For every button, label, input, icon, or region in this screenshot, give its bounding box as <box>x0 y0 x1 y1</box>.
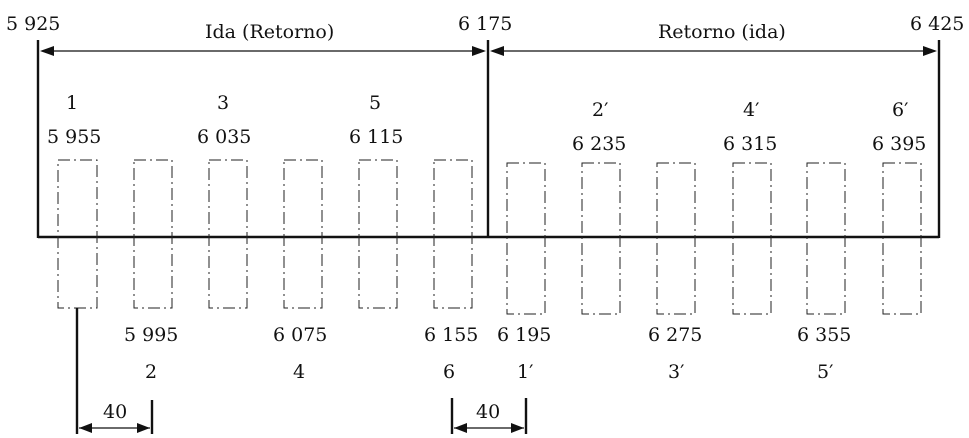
channel-spacing-dimension-left <box>75 308 154 434</box>
channel-box-6prime <box>882 162 922 315</box>
channel-box-3 <box>208 159 248 309</box>
band-dimension-arrow-right <box>490 46 937 56</box>
channel-freq-6395: 6 395 <box>872 133 926 155</box>
channel-freq-6035: 6 035 <box>197 126 251 148</box>
channel-box-4prime <box>732 162 772 315</box>
channel-box-2 <box>133 159 173 309</box>
channel-spacing-label-right: 40 <box>476 401 500 423</box>
channel-number-6: 6 <box>443 361 455 383</box>
channel-box-2prime <box>581 162 621 315</box>
channel-box-6 <box>433 159 473 309</box>
channel-number-1: 1 <box>66 92 78 114</box>
band-label-left: Ida (Retorno) <box>205 21 334 43</box>
channel-freq-6075: 6 075 <box>273 324 327 346</box>
channel-number-3prime: 3′ <box>668 361 684 383</box>
channel-number-4: 4 <box>293 361 305 383</box>
channel-freq-6275: 6 275 <box>648 324 702 346</box>
channel-number-5prime: 5′ <box>817 361 833 383</box>
channel-number-2: 2 <box>145 361 157 383</box>
channel-number-5: 5 <box>369 92 381 114</box>
channel-box-3prime <box>656 162 696 315</box>
channel-freq-5955: 5 955 <box>47 126 101 148</box>
channel-spacing-label-left: 40 <box>103 401 127 423</box>
band-label-right: Retorno (ida) <box>658 21 786 43</box>
channel-box-1prime <box>506 162 546 315</box>
freq-label-center: 6 175 <box>458 13 512 35</box>
channel-freq-6235: 6 235 <box>572 133 626 155</box>
channel-number-2prime: 2′ <box>592 99 608 121</box>
freq-label-left-edge: 5 925 <box>6 13 60 35</box>
channel-box-5 <box>358 159 398 309</box>
channel-number-1prime: 1′ <box>517 361 533 383</box>
channel-freq-6355: 6 355 <box>797 324 851 346</box>
channel-freq-6315: 6 315 <box>723 133 777 155</box>
channel-freq-6195: 6 195 <box>497 324 551 346</box>
channel-spacing-dimension-right <box>450 398 528 434</box>
channel-freq-6155: 6 155 <box>424 324 478 346</box>
channel-freq-6115: 6 115 <box>349 126 403 148</box>
channel-number-4prime: 4′ <box>743 99 759 121</box>
channel-number-3: 3 <box>217 92 229 114</box>
channel-box-5prime <box>806 162 846 315</box>
band-dimension-arrow-left <box>40 46 486 56</box>
channel-freq-5995: 5 995 <box>124 324 178 346</box>
freq-label-right-edge: 6 425 <box>910 13 964 35</box>
channel-box-4 <box>283 159 323 309</box>
channel-number-6prime: 6′ <box>892 99 908 121</box>
channel-box-1 <box>57 159 98 309</box>
